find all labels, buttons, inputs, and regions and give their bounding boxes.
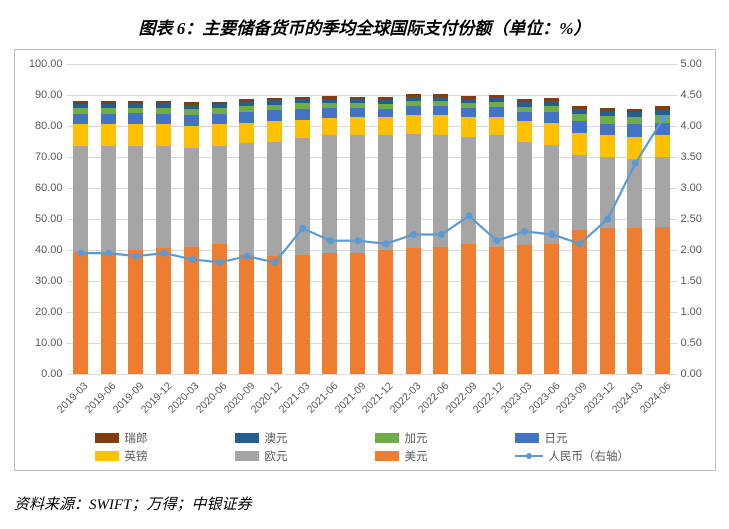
- y-left-tick: 10.00: [19, 337, 63, 349]
- marker-cny: [659, 115, 666, 122]
- y-left-tick: 40.00: [19, 244, 63, 256]
- legend-swatch: [95, 451, 119, 461]
- legend: 瑞郎 澳元 加元 日元英镑 欧元 美元 人民币（右轴）: [95, 428, 655, 466]
- legend-label: 瑞郎: [125, 430, 148, 446]
- legend-swatch: [375, 451, 399, 461]
- y-left-tick: 90.00: [19, 89, 63, 101]
- plot-area: [67, 64, 677, 374]
- y-right-tick: 5.00: [681, 58, 702, 70]
- legend-item-cny: 人民币（右轴）: [515, 448, 655, 464]
- y-right-tick: 4.00: [681, 120, 702, 132]
- legend-label: 欧元: [265, 448, 288, 464]
- legend-row: 瑞郎 澳元 加元 日元: [95, 430, 655, 446]
- legend-swatch: [235, 451, 259, 461]
- legend-item-eur: 欧元: [235, 448, 375, 464]
- marker-cny: [410, 231, 417, 238]
- legend-swatch: [375, 433, 399, 443]
- legend-label: 美元: [405, 448, 428, 464]
- legend-swatch: [95, 433, 119, 443]
- y-left-tick: 70.00: [19, 151, 63, 163]
- gridline: [67, 374, 677, 375]
- marker-cny: [77, 250, 84, 257]
- y-left-tick: 80.00: [19, 120, 63, 132]
- marker-cny: [493, 237, 500, 244]
- y-left-tick: 100.00: [19, 58, 63, 70]
- legend-swatch-line: [515, 451, 543, 461]
- chart-title: 图表 6：主要储备货币的季均全球国际支付份额（单位：%）: [10, 14, 719, 39]
- y-right-tick: 3.00: [681, 182, 702, 194]
- y-right-tick: 0.00: [681, 368, 702, 380]
- line-cny: [80, 119, 662, 263]
- legend-item-jpy: 日元: [515, 430, 655, 446]
- marker-cny: [382, 240, 389, 247]
- y-left-tick: 30.00: [19, 275, 63, 287]
- marker-cny: [354, 237, 361, 244]
- marker-cny: [437, 231, 444, 238]
- marker-cny: [216, 259, 223, 266]
- legend-label: 人民币（右轴）: [549, 448, 630, 464]
- legend-swatch: [235, 433, 259, 443]
- y-right-tick: 2.00: [681, 244, 702, 256]
- y-right-tick: 3.50: [681, 151, 702, 163]
- y-left-tick: 0.00: [19, 368, 63, 380]
- marker-cny: [326, 237, 333, 244]
- legend-swatch: [515, 433, 539, 443]
- legend-item-aud: 澳元: [235, 430, 375, 446]
- marker-cny: [521, 228, 528, 235]
- legend-label: 加元: [405, 430, 428, 446]
- marker-cny: [576, 240, 583, 247]
- legend-item-usd: 美元: [375, 448, 515, 464]
- chart-container: 瑞郎 澳元 加元 日元英镑 欧元 美元 人民币（右轴） 0.00 10.00 20.00 30.0…: [14, 49, 716, 471]
- legend-label: 日元: [545, 430, 568, 446]
- marker-cny: [548, 231, 555, 238]
- y-right-tick: 1.00: [681, 306, 702, 318]
- marker-cny: [604, 216, 611, 223]
- source-text: 资料来源：SWIFT；万得；中银证券: [14, 493, 715, 514]
- marker-cny: [243, 253, 250, 260]
- marker-cny: [271, 259, 278, 266]
- marker-cny: [299, 225, 306, 232]
- marker-cny: [465, 212, 472, 219]
- marker-cny: [631, 160, 638, 167]
- marker-cny: [132, 253, 139, 260]
- marker-cny: [105, 250, 112, 257]
- y-right-tick: 0.50: [681, 337, 702, 349]
- legend-item-cad: 加元: [375, 430, 515, 446]
- y-right-tick: 4.50: [681, 89, 702, 101]
- legend-item-gbp: 英镑: [95, 448, 235, 464]
- y-left-tick: 60.00: [19, 182, 63, 194]
- y-left-tick: 20.00: [19, 306, 63, 318]
- marker-cny: [188, 256, 195, 263]
- y-left-tick: 50.00: [19, 213, 63, 225]
- marker-cny: [160, 250, 167, 257]
- y-right-tick: 2.50: [681, 213, 702, 225]
- legend-item-chf: 瑞郎: [95, 430, 235, 446]
- line-layer: [67, 64, 677, 374]
- legend-label: 澳元: [265, 430, 288, 446]
- legend-row: 英镑 欧元 美元 人民币（右轴）: [95, 448, 655, 464]
- legend-label: 英镑: [125, 448, 148, 464]
- y-right-tick: 1.50: [681, 275, 702, 287]
